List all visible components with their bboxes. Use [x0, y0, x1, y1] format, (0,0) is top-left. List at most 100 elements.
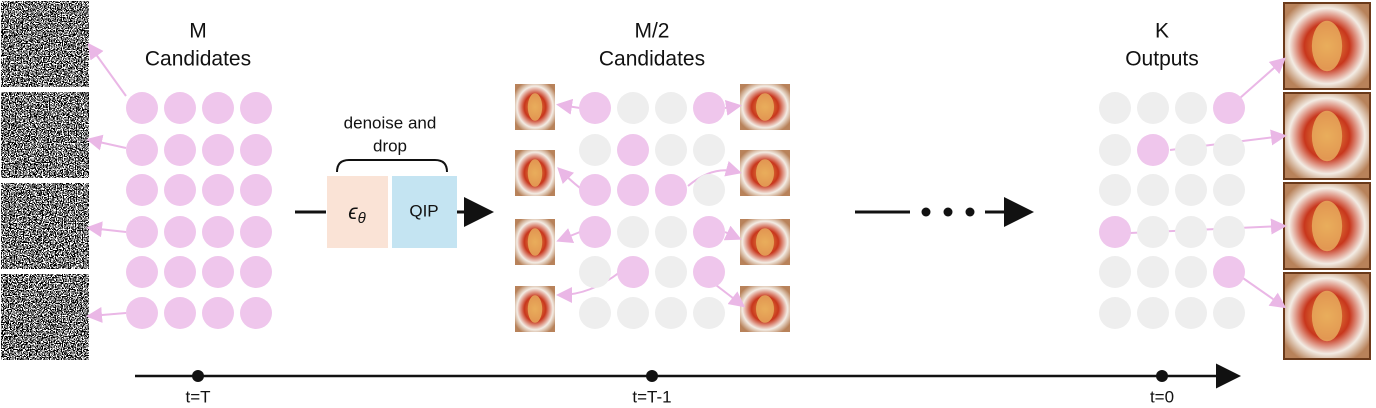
candidate-dropped	[1175, 297, 1207, 329]
candidate-dropped	[617, 297, 649, 329]
candidate-active	[617, 134, 649, 166]
ellipsis-dot	[943, 207, 953, 217]
link-arrow	[556, 228, 581, 243]
link-arrow	[556, 98, 581, 115]
candidate-active	[240, 134, 272, 166]
candidate-active	[202, 174, 234, 206]
left-label: Candidates	[145, 48, 251, 71]
noise-image	[0, 91, 90, 179]
timeline-dot	[1156, 370, 1168, 382]
right-count: K	[1155, 20, 1169, 43]
candidate-active	[1099, 216, 1131, 248]
model-symbol: ϵ	[348, 201, 358, 224]
middle-label: Candidates	[599, 48, 705, 71]
link-arrow	[687, 161, 742, 187]
model-subscript: θ	[358, 210, 366, 227]
candidate-active	[126, 134, 158, 166]
candidate-active	[202, 256, 234, 288]
ellipsis-dot	[965, 207, 975, 217]
candidate-active	[164, 174, 196, 206]
candidate-dropped	[1175, 92, 1207, 124]
candidate-active	[693, 216, 725, 248]
link-arrow	[86, 221, 127, 238]
candidate-active	[617, 174, 649, 206]
candidate-active	[126, 256, 158, 288]
food-detail	[1311, 20, 1343, 72]
timeline-dot	[646, 370, 658, 382]
candidate-active	[240, 92, 272, 124]
candidate-active	[240, 216, 272, 248]
candidate-dropped	[1099, 174, 1131, 206]
candidate-active	[126, 92, 158, 124]
candidate-dropped	[693, 297, 725, 329]
candidate-active	[240, 297, 272, 329]
candidate-dropped	[655, 256, 687, 288]
food-detail	[1311, 290, 1343, 342]
candidate-dropped	[655, 216, 687, 248]
candidate-dropped	[1175, 256, 1207, 288]
candidate-dropped	[1137, 92, 1169, 124]
candidate-dropped	[1213, 174, 1245, 206]
candidate-active	[693, 256, 725, 288]
model-box	[327, 176, 388, 248]
food-detail	[756, 93, 774, 121]
candidate-dropped	[579, 297, 611, 329]
candidate-active	[579, 174, 611, 206]
food-detail	[756, 295, 774, 323]
link-arrow	[1239, 275, 1287, 309]
candidate-dropped	[1137, 297, 1169, 329]
candidate-dropped	[1137, 256, 1169, 288]
link-arrow	[87, 42, 127, 97]
noise-image	[0, 273, 90, 361]
left-count: M	[189, 20, 207, 43]
candidate-active	[126, 174, 158, 206]
candidate-active	[1213, 256, 1245, 288]
food-detail	[527, 159, 543, 187]
candidate-dropped	[1213, 216, 1245, 248]
timeline-dot	[192, 370, 204, 382]
candidate-active	[164, 92, 196, 124]
food-detail	[756, 228, 774, 256]
candidate-active	[693, 92, 725, 124]
caption-line: denoise and	[344, 113, 437, 132]
candidate-active	[202, 92, 234, 124]
food-detail	[756, 159, 774, 187]
model-label: ϵθ	[348, 201, 365, 227]
candidate-dropped	[1175, 134, 1207, 166]
candidate-active	[126, 216, 158, 248]
candidate-active	[202, 134, 234, 166]
candidate-active	[655, 174, 687, 206]
candidate-active	[1137, 134, 1169, 166]
candidate-active	[617, 256, 649, 288]
candidate-dropped	[617, 92, 649, 124]
candidate-dropped	[617, 216, 649, 248]
link-arrow	[723, 225, 742, 241]
food-detail	[527, 295, 543, 323]
food-detail	[527, 93, 543, 121]
timeline-label: t=0	[1150, 387, 1174, 406]
candidate-dropped	[693, 134, 725, 166]
candidate-active	[202, 297, 234, 329]
food-detail	[1311, 200, 1343, 252]
brace	[336, 159, 448, 173]
candidate-dropped	[1099, 92, 1131, 124]
candidate-dropped	[579, 134, 611, 166]
candidate-dropped	[693, 174, 725, 206]
candidate-active	[240, 174, 272, 206]
ellipsis-dot	[921, 207, 931, 217]
candidate-active	[579, 216, 611, 248]
timeline-label: t=T-1	[632, 387, 671, 406]
candidate-active	[240, 256, 272, 288]
candidate-dropped	[1175, 216, 1207, 248]
caption-line: drop	[373, 136, 407, 155]
candidate-dropped	[1213, 297, 1245, 329]
food-detail	[527, 228, 543, 256]
link-arrow	[1239, 57, 1286, 99]
noise-image	[0, 0, 90, 88]
candidate-dropped	[579, 256, 611, 288]
middle-count: M/2	[634, 20, 669, 43]
food-detail	[1311, 110, 1343, 162]
link-arrow	[724, 99, 742, 116]
candidate-dropped	[1099, 297, 1131, 329]
